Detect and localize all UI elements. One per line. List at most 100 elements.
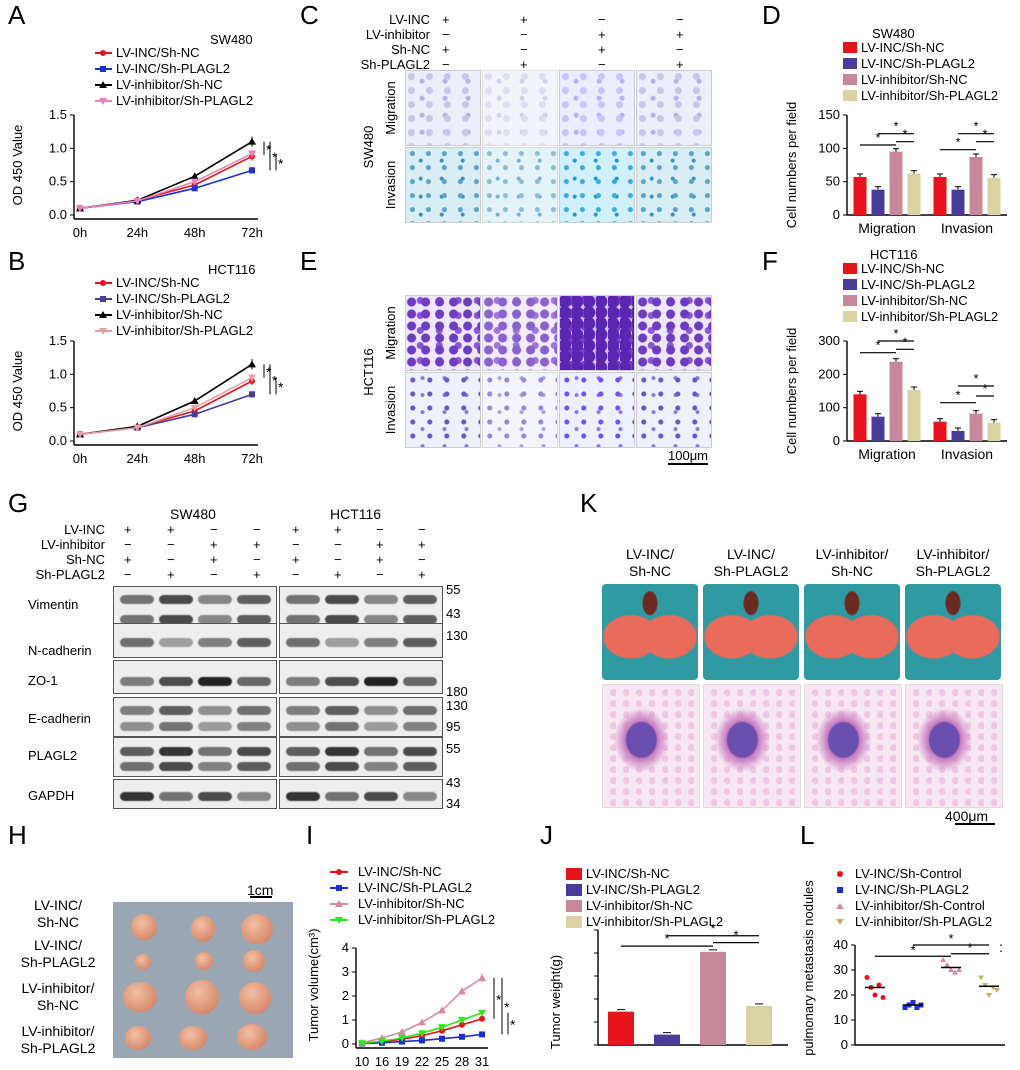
panel-g-sign: + [292,522,300,537]
panel-g-sign: − [124,537,132,552]
panel-k-lung-2 [703,584,799,680]
panel-g-sign: + [253,537,261,552]
panel-d-legend-2: LV-inhibitor/Sh-NC [861,72,968,87]
data-point [133,198,142,205]
panel-g-sign: + [167,522,175,537]
panel-b-legend-0: LV-INC/Sh-NC [116,275,200,290]
panel-e-scale-bar [668,463,708,465]
bar [933,421,947,441]
x-tick-label: 31 [475,1054,489,1069]
y-tick-label: 0 [841,1037,848,1052]
legend-swatch [843,90,857,101]
panel-d-legend-3: LV-inhibitor/Sh-PLAGL2 [861,88,998,103]
y-tick-label: 4 [342,940,349,955]
significance-star: * [973,119,978,134]
bar [700,951,726,1045]
blot-band [286,762,320,771]
significance-star: * [982,127,987,142]
data-point [190,404,199,412]
panel-g-sign: − [210,522,218,537]
panel-letter-c: C [300,0,319,30]
panel-c-row-2: Sh-NC [390,42,430,57]
significance-star: * [733,928,738,943]
panel-e-scale: 100μm [668,448,709,463]
panel-c-sign: + [598,27,606,42]
y-tick-label: 40 [834,937,848,952]
significance-star: * [982,381,987,396]
panel-c-side-migration: Migration [383,81,398,134]
panel-a-legend: LV-INC/Sh-NC LV-INC/Sh-PLAGL2 LV-inhibit… [95,45,253,108]
significance-star: * [272,372,278,388]
data-point [190,178,199,186]
blot-band [403,638,437,647]
panel-c-invasion-4 [636,147,712,223]
panel-g-marker-1: 43 [446,606,461,621]
legend-marker [336,869,342,875]
blot-band [325,762,359,771]
series-line-3 [79,376,253,436]
panel-h-label-line: Sh-PLAGL2 [20,954,96,970]
panel-g-marker-4: 130 [446,698,468,713]
data-point [190,172,199,180]
significance-star: * [510,1017,516,1033]
significance-star: * [266,364,272,380]
panel-c-sign: + [442,42,450,57]
data-point [190,397,199,404]
legend-swatch [843,58,857,69]
data-point [978,975,984,981]
blot-strip [279,779,443,809]
blot-band [403,792,437,801]
panel-g-sign: + [418,537,426,552]
y-tick-label: 3 [342,964,349,979]
blot-band [159,722,193,731]
blot-band [403,706,437,715]
panel-g-row-1: LV-inhibitor [40,537,105,552]
data-point [952,969,958,975]
panel-i-ylabel: Tumor volume(cm³) [306,929,321,1042]
blot-band [120,638,154,647]
data-point [458,987,466,995]
significance-star: * [266,141,272,157]
significance-star: * [664,931,669,946]
data-point [994,988,1000,993]
blot-band [325,747,359,756]
x-tick-label: 25 [435,1054,449,1069]
panel-c-row-1: LV-inhibitor [365,27,430,42]
panel-e-side-invasion: Invasion [383,386,398,434]
data-point [249,391,255,398]
y-tick-label: 0.5 [49,400,67,415]
legend-marker [100,66,106,72]
panel-c-row-3: Sh-PLAGL2 [360,57,430,72]
bar [933,177,947,215]
panel-g-cell-1: HCT116 [330,506,382,522]
panel-letter-f: F [762,246,778,276]
panel-l-legend-0: LV-INC/Sh-Control [855,866,962,881]
data-point [479,1031,485,1038]
panel-c-side-invasion: Invasion [383,161,398,209]
x-category-label: Migration [858,446,916,462]
legend-swatch [566,868,582,880]
panel-l-legend-2: LV-inhibitor/Sh-Control [855,898,985,913]
panel-letter-d: D [762,0,781,30]
data-point [940,957,946,962]
tumor [131,914,157,940]
tumor [241,914,273,944]
series-line-1 [79,169,253,210]
bar [969,157,983,215]
blot-band [286,615,320,624]
blot-band [159,792,193,801]
x-tick-label: 24h [126,451,148,466]
blot-band [198,722,232,731]
panel-f-chart: HCT116 LV-INC/Sh-NC LV-INC/Sh-PLAGL2 LV-… [784,247,1007,462]
bar [951,189,965,215]
legend-marker [100,280,106,286]
x-tick-label: 72h [241,451,263,466]
y-tick-label: 30 [834,962,848,977]
blot-band [364,747,398,756]
panel-c-sign: + [676,27,684,42]
panel-d-legend: LV-INC/Sh-NC LV-INC/Sh-PLAGL2 LV-inhibit… [843,40,998,103]
bar [951,431,965,441]
panel-f-legend-3: LV-inhibitor/Sh-PLAGL2 [861,309,998,324]
panel-a-legend-1: LV-INC/Sh-PLAGL2 [116,61,230,76]
panel-k-histology-3 [804,684,902,808]
